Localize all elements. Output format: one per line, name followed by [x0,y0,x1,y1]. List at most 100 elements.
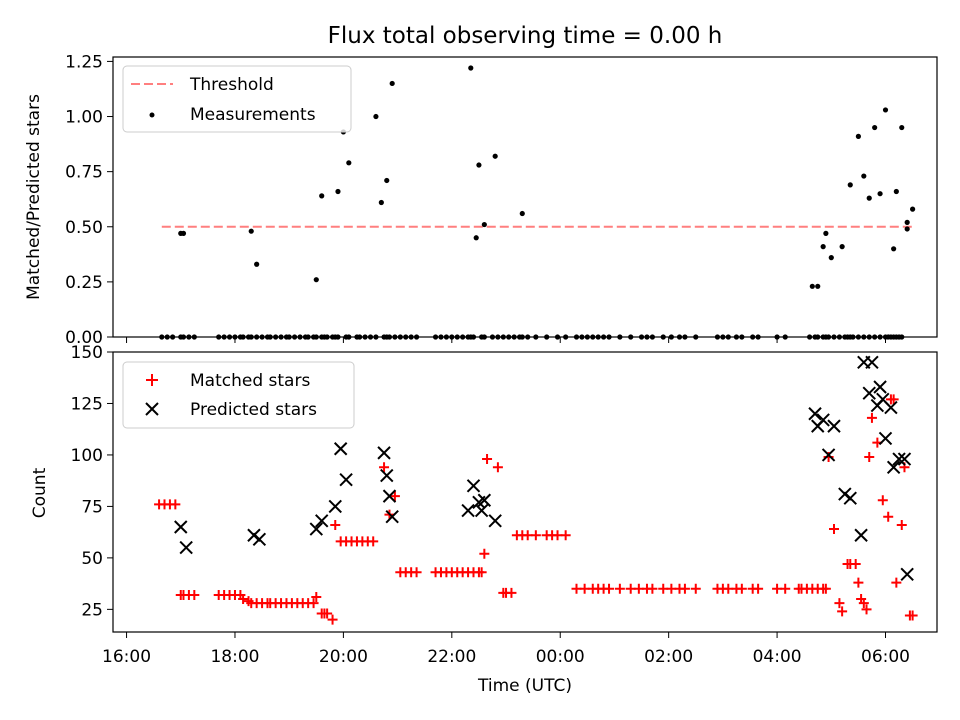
measurements-legend-label: Measurements [190,105,316,125]
count-x-ticks: 16:00 18:00 20:00 22:00 00:00 02:00 04:00 06:00 [102,632,910,667]
predicted-star-point [865,355,879,370]
matched-star-point [476,567,487,578]
predicted-star-point [843,491,857,505]
predicted-star-point [827,419,841,433]
matched-legend-swatch [146,374,158,386]
measurement-point [519,210,525,217]
matched-star-point [877,495,888,506]
predicted-star-point [477,493,492,507]
predicted-star-point [873,380,887,394]
predicted-star-point [862,386,876,400]
matched-star-point [866,412,877,423]
ratio-panel-title: Flux total observing time = 0.00 h [328,23,723,49]
measurement-point [384,177,390,184]
predicted-star-point [892,452,906,466]
ratio-y-tick-label: 0.50 [65,218,103,238]
predicted-star-point [474,503,489,518]
predicted-legend-swatch [145,402,159,416]
count-x-tick-label: 02:00 [644,647,693,667]
count-x-tick-label: 18:00 [210,647,259,667]
matched-star-point [492,462,503,473]
matched-star-point [853,577,864,588]
measurements-legend-swatch [149,112,155,118]
measurement-point [248,228,254,234]
threshold-legend-label: Threshold [189,75,274,95]
count-y-tick-label: 75 [81,497,103,517]
predicted-star-point [878,431,893,446]
measurement-point [809,283,815,289]
count-y-ticks: 25 50 75 100 125 150 [71,343,113,620]
measurement-point [872,124,878,131]
count-plot-frame [112,351,938,633]
predicted-star-point [884,400,898,415]
measurement-point [373,113,379,120]
predicted-star-point [380,468,394,483]
count-x-axis-label: Time (UTC) [477,676,572,696]
predicted-star-point [900,567,914,582]
count-y-tick-label: 25 [81,600,103,620]
ratio-y-tick-label: 0.25 [65,273,103,293]
ratio-y-axis-label: Matched/Predicted stars [24,94,44,300]
predicted-star-point [174,520,188,534]
ratio-legend-box [122,65,352,133]
ratio-panel: Flux total observing time = 0.00 h 0.000… [24,23,938,348]
measurement-point [346,160,352,166]
matched-star-point [858,598,869,609]
matched-star-point [829,524,839,535]
measurement-point [877,191,883,197]
matched-star-point [864,452,875,462]
matched-star-point [834,598,845,609]
predicted-star-point [886,460,901,475]
matched-star-point [411,567,422,578]
measurement-point [891,246,897,252]
measurement-point [254,261,260,267]
measurement-point [882,107,889,113]
measurement-point [893,188,899,195]
measurement-point [820,244,826,250]
matched-star-point [322,608,333,619]
measurement-point [855,133,861,139]
count-x-tick-label: 04:00 [753,647,802,667]
predicted-star-point [315,514,329,528]
predicted-star-point [488,514,502,528]
predicted-star-point [179,540,193,555]
predicted-star-point [377,446,391,460]
matched-star-point [647,583,658,594]
predicted-star-point [385,509,399,524]
count-y-tick-label: 50 [81,549,103,569]
ratio-y-tick-label: 1.25 [65,52,103,72]
count-x-tick-label: 22:00 [427,647,476,667]
measurement-point [899,124,905,131]
matched-star-point [780,583,791,594]
measurement-point [481,221,487,228]
matched-star-point [891,577,902,588]
count-y-tick-label: 125 [71,394,103,414]
measurement-point [866,195,872,201]
predicted-star-point [466,479,481,493]
matched-star-point [479,548,490,559]
predicted-star-point [339,472,353,487]
count-legend: Matched stars Predicted stars [122,361,355,429]
ratio-plot-frame [112,56,938,338]
predicted-star-point [461,503,475,518]
measurement-point [904,219,910,225]
matched-star-point [311,592,322,602]
predicted-star-point [309,522,323,536]
measurement-point [815,283,821,289]
matched-star-point [308,598,319,609]
measurement-point [378,199,384,206]
predicted-star-point [821,448,836,462]
matched-star-point [379,462,390,473]
measurement-point [839,244,845,250]
matched-star-point [368,536,379,547]
predicted-star-point [816,413,830,427]
ratio-y-tick-label: 0.75 [65,163,103,183]
measurement-point [389,80,395,87]
measurement-point [476,162,482,168]
measurement-point [180,230,187,236]
measurement-point [473,235,479,241]
predicted-star-point [328,499,342,514]
predicted-star-point [252,532,267,547]
measurement-point [319,193,325,199]
